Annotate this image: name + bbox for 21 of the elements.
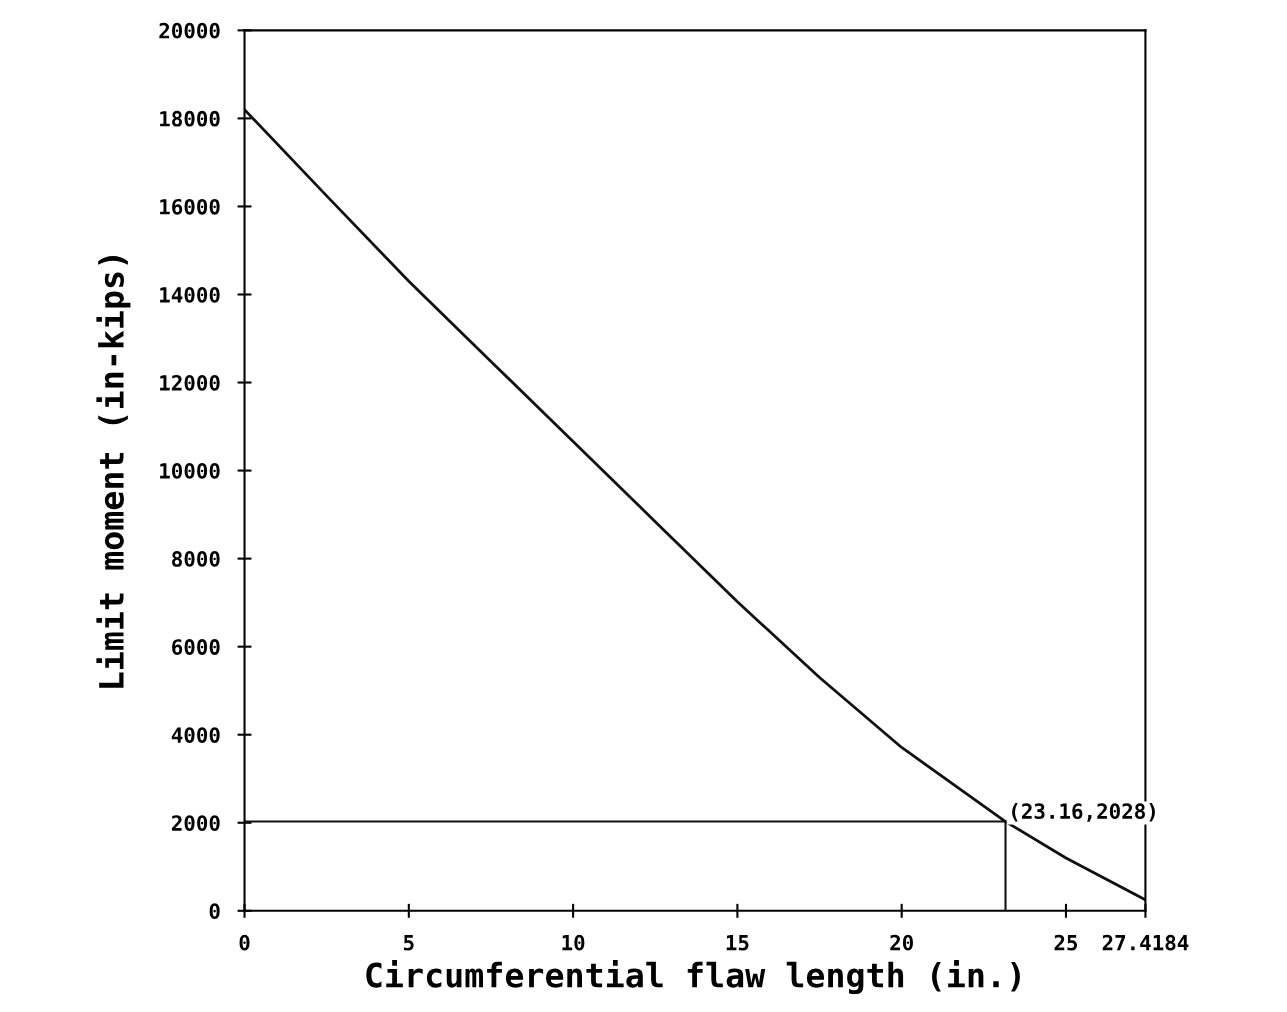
y-tick-label: 12000	[160, 374, 220, 391]
y-tick-label: 20000	[159, 22, 220, 39]
y-tick-label: 18000	[160, 110, 220, 127]
annotation: (23.16,2028)	[1012, 802, 1155, 822]
y-tick-label: 0	[209, 903, 220, 920]
y-axis-title: Limit moment (in-kips)	[96, 256, 131, 688]
y-tick-label: 6000	[172, 639, 220, 655]
x-tick-label: 25	[1054, 934, 1078, 951]
x-tick-label: 0	[239, 934, 250, 951]
y-tick-label: 16000	[160, 198, 220, 215]
x-tick-label: 10	[562, 934, 585, 951]
y-tick-label: 14000	[160, 286, 220, 303]
x-tick-label: 27.4184	[1102, 934, 1189, 951]
x-tick-label: 5	[404, 935, 414, 951]
x-tick-label: 15	[726, 935, 749, 951]
y-tick-label: 2000	[171, 815, 220, 831]
y-tick-label: 8000	[172, 551, 220, 567]
y-tick-label: 4000	[171, 727, 220, 743]
y-tick-label: 10000	[160, 463, 220, 479]
x-axis-title: Circumferential flaw length (in.)	[366, 960, 1020, 995]
x-tick-label: 20	[890, 934, 913, 951]
